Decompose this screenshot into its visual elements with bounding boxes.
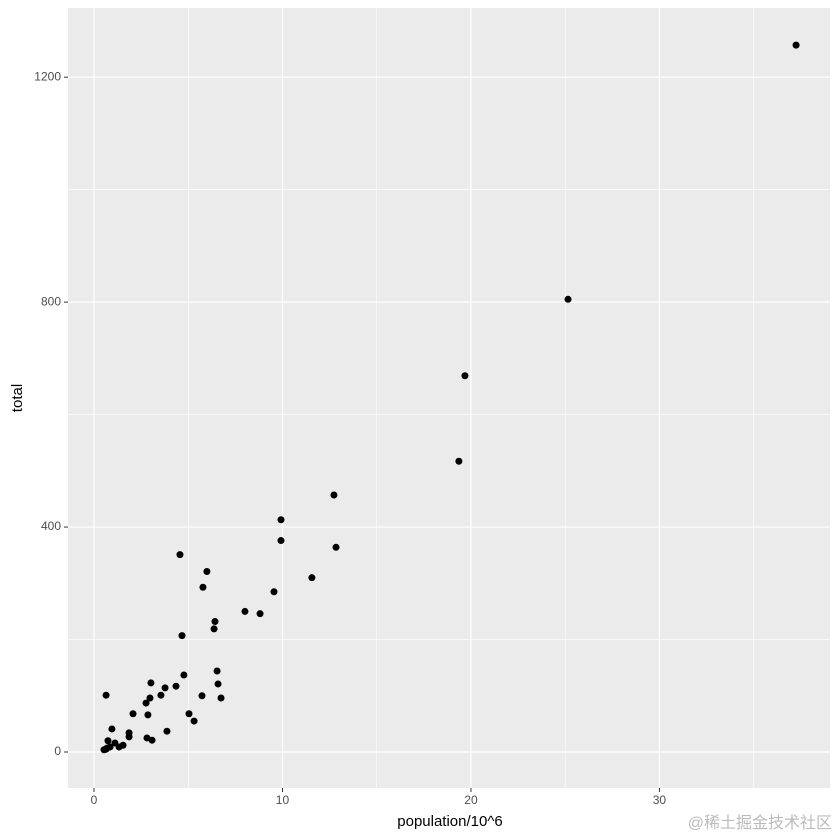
- point: [103, 744, 111, 752]
- point: [115, 743, 123, 751]
- y-tick-label: 1200: [34, 69, 61, 83]
- point: [198, 692, 206, 700]
- point: [330, 491, 338, 499]
- watermark: @稀土掘金技术社区: [688, 814, 832, 832]
- y-tick-label: 400: [41, 519, 61, 533]
- point: [147, 679, 155, 687]
- point: [148, 736, 156, 744]
- point: [163, 727, 171, 735]
- point: [210, 625, 218, 633]
- x-tick-label: 30: [653, 793, 667, 807]
- point: [108, 725, 116, 733]
- point: [180, 671, 188, 679]
- point: [455, 457, 463, 465]
- point: [161, 684, 169, 692]
- point: [178, 632, 186, 640]
- point: [270, 588, 278, 596]
- point: [211, 618, 219, 626]
- y-tick-label: 800: [41, 294, 61, 308]
- point: [461, 372, 469, 380]
- x-tick-label: 0: [91, 793, 98, 807]
- point: [564, 295, 572, 303]
- point: [176, 551, 184, 559]
- x-axis-title: population/10^6: [397, 813, 502, 830]
- point: [241, 607, 249, 615]
- y-tick-label: 0: [54, 744, 61, 758]
- point: [203, 567, 211, 575]
- point: [256, 610, 264, 618]
- point: [102, 691, 110, 699]
- x-tick-label: 20: [464, 793, 478, 807]
- x-tick-label: 10: [276, 793, 290, 807]
- point: [308, 574, 316, 582]
- point: [332, 543, 340, 551]
- point: [213, 667, 221, 675]
- point: [172, 682, 180, 690]
- point: [144, 711, 152, 719]
- point: [142, 699, 150, 707]
- panel: [68, 8, 830, 788]
- point: [157, 691, 165, 699]
- y-axis-title: total: [9, 384, 26, 412]
- point: [104, 737, 112, 745]
- point: [129, 710, 137, 718]
- point: [217, 694, 225, 702]
- point: [214, 680, 222, 688]
- point: [185, 710, 193, 718]
- point: [146, 694, 154, 702]
- point: [125, 733, 133, 741]
- point: [199, 583, 207, 591]
- point: [190, 717, 198, 725]
- point: [277, 537, 285, 545]
- point: [792, 41, 800, 49]
- point: [277, 516, 285, 524]
